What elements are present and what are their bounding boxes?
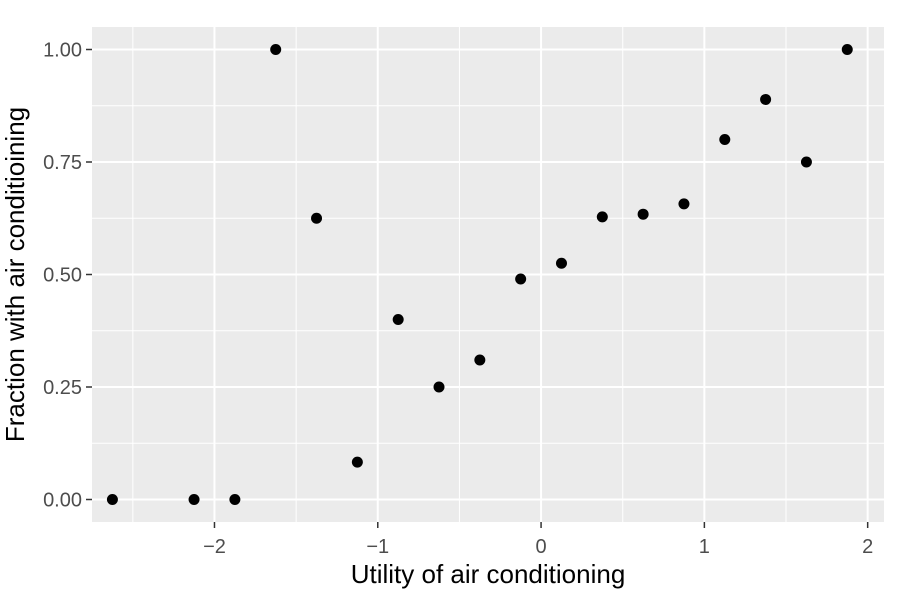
data-point — [392, 314, 404, 325]
y-tick-label: 1.00 — [43, 40, 82, 62]
data-point — [515, 273, 527, 285]
x-axis: −2 −1 0 1 2 — [203, 522, 873, 558]
data-point — [311, 212, 323, 224]
data-point — [351, 456, 363, 468]
y-tick-label: 0.00 — [43, 490, 82, 512]
data-point — [760, 93, 772, 105]
data-point — [270, 44, 282, 55]
major-gridlines — [92, 27, 884, 522]
data-points — [106, 44, 853, 505]
data-point — [800, 156, 812, 168]
data-point — [555, 257, 567, 269]
data-point — [637, 208, 649, 220]
x-tick-label: −2 — [203, 536, 226, 558]
data-point — [433, 381, 445, 393]
data-point — [596, 211, 608, 223]
data-point — [841, 44, 853, 55]
data-point — [474, 354, 486, 366]
y-tick-label: 0.75 — [43, 152, 82, 174]
x-tick-label: −1 — [366, 536, 389, 558]
x-axis-title: Utility of air conditioning — [351, 559, 626, 589]
data-point — [188, 494, 200, 505]
data-point — [106, 494, 118, 505]
y-axis-title: Fraction with air conditioining — [0, 107, 30, 442]
data-point — [229, 494, 241, 505]
x-tick-label: 1 — [699, 536, 710, 558]
data-point — [719, 134, 731, 145]
x-tick-label: 0 — [536, 536, 547, 558]
x-tick-label: 2 — [862, 536, 873, 558]
y-tick-label: 0.25 — [43, 377, 82, 399]
y-axis: 0.00 0.25 0.50 0.75 1.00 — [43, 40, 92, 512]
data-point — [678, 198, 690, 210]
y-tick-label: 0.50 — [43, 265, 82, 287]
